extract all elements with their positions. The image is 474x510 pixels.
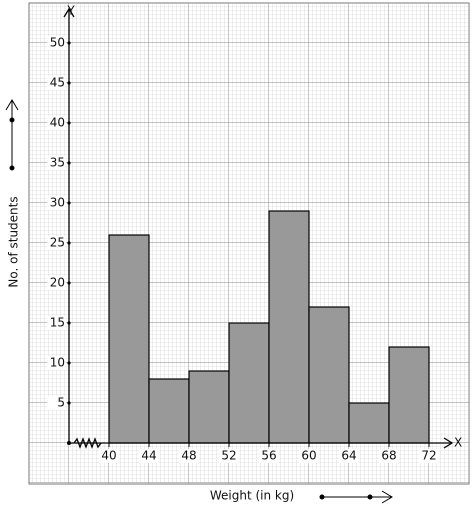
y-tick-mark [67, 361, 71, 365]
bar [188, 370, 230, 444]
tick-label-bg [47, 116, 66, 130]
y-tick-label: 20 [50, 276, 65, 290]
tick-label-bg [99, 449, 119, 463]
y-tick-mark [67, 41, 71, 45]
x-tick-label: 68 [381, 449, 396, 463]
bar [148, 378, 190, 444]
tick-label-bg [379, 449, 399, 463]
y-tick-label: 5 [57, 396, 65, 410]
tick-label-bg [299, 449, 319, 463]
bar [348, 402, 390, 444]
x-tick-label: 44 [141, 449, 156, 463]
y-tick-mark [67, 281, 71, 285]
y-tick-label: 35 [50, 156, 65, 170]
tick-label-bg [47, 316, 66, 330]
tick-label-bg [47, 236, 66, 250]
x-axis-name: X [454, 436, 462, 450]
y-axis-arrow [63, 7, 75, 18]
y-tick-label: 40 [50, 116, 65, 130]
y-tick-mark [67, 401, 71, 405]
margin-arrows [5, 99, 393, 504]
tick-label-bg [47, 76, 66, 90]
tick-label-bg [139, 449, 159, 463]
y-tick-label: 50 [50, 36, 65, 50]
y-tick-label: 45 [50, 76, 65, 90]
y-tick-label: 10 [50, 356, 65, 370]
tick-label-bg [47, 36, 66, 50]
tick-label-bg [47, 196, 66, 210]
bar [268, 210, 310, 444]
x-tick-label: 56 [261, 449, 276, 463]
axis-break [73, 437, 102, 449]
bar [228, 322, 270, 444]
x-axis-arrow [443, 437, 454, 449]
tick-label-bg [47, 396, 66, 410]
x-tick-label: 48 [181, 449, 196, 463]
y-tick-label: 30 [50, 196, 65, 210]
y-tick-mark [67, 241, 71, 245]
bar [388, 346, 430, 444]
bar [308, 306, 350, 444]
x-axis-label: Weight (in kg) [210, 489, 294, 503]
y-tick-mark [67, 121, 71, 125]
tick-label-bg [47, 276, 66, 290]
y-tick-label: 25 [50, 236, 65, 250]
tick-label-bg [219, 449, 239, 463]
x-tick-label: 40 [101, 449, 116, 463]
tick-label-bg [47, 356, 66, 370]
x-tick-label: 52 [221, 449, 236, 463]
y-tick-mark [67, 321, 71, 325]
y-tick-mark [67, 201, 71, 205]
tick-label-bg [339, 449, 359, 463]
tick-label-bg [47, 156, 66, 170]
y-tick-mark [67, 161, 71, 165]
tick-label-bg [419, 449, 439, 463]
y-tick-label: 15 [50, 316, 65, 330]
y-axis-label: No. of students [7, 196, 21, 287]
tick-label-bg [259, 449, 279, 463]
y-tick-mark [67, 81, 71, 85]
x-tick-label: 64 [341, 449, 356, 463]
x-tick-label: 72 [421, 449, 436, 463]
origin-dot [67, 441, 71, 445]
tick-label-bg [179, 449, 199, 463]
bar [108, 234, 150, 444]
y-axis-name: Y [66, 4, 75, 18]
x-tick-label: 60 [301, 449, 316, 463]
